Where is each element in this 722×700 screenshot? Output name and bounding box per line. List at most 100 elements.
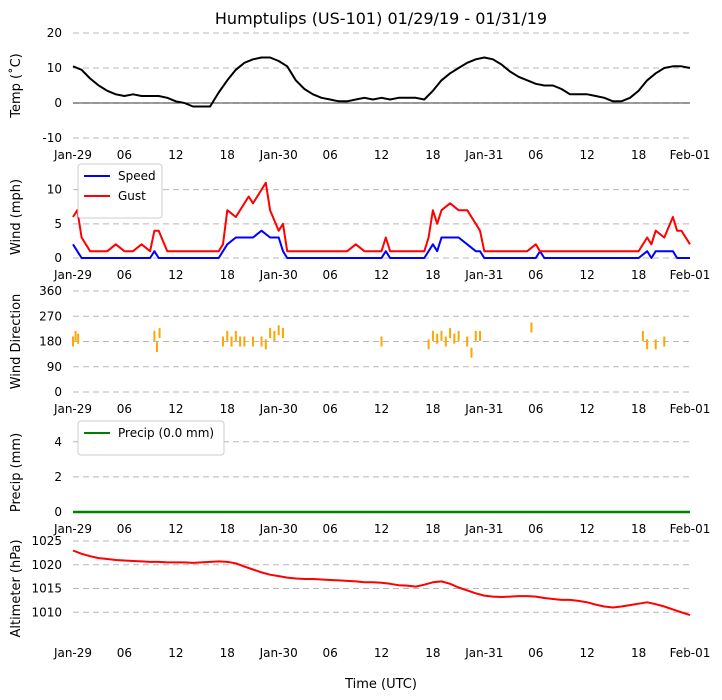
x-tick-label: 18 [425, 522, 440, 536]
data-point [479, 330, 482, 341]
data-point [530, 322, 533, 333]
x-tick-label: Feb-01 [670, 148, 711, 162]
x-tick-label: 06 [528, 646, 543, 660]
data-point [153, 330, 156, 341]
x-tick-label: 18 [220, 148, 235, 162]
x-tick-label: Jan-30 [259, 522, 298, 536]
y-tick-label: 10 [47, 61, 62, 75]
legend-label: Gust [118, 189, 146, 203]
y-tick-label: 10 [47, 183, 62, 197]
x-tick-label: Jan-29 [53, 646, 92, 660]
x-tick-label: 18 [425, 268, 440, 282]
x-tick-label: Jan-31 [464, 148, 503, 162]
x-tick-label: Jan-31 [464, 268, 503, 282]
panel-altimeter: 1010 1015 1020 1025 Altimeter (hPa) Jan-29 06 1… [9, 534, 710, 660]
x-tick-label: 18 [220, 646, 235, 660]
y-tick-label: -10 [42, 131, 62, 145]
data-point [646, 339, 649, 350]
data-point [277, 325, 280, 336]
panel-direction: 0 90 180 270 360 Wind Direction Jan-29 06 12 18 Ja… [9, 284, 710, 416]
y-tick-label: 1010 [31, 605, 62, 619]
x-tick-label: Feb-01 [670, 522, 711, 536]
x-tick-label: 06 [528, 522, 543, 536]
legend-box [77, 420, 225, 456]
y-tick-label: 90 [47, 360, 62, 374]
x-tick-label: Feb-01 [670, 402, 711, 416]
x-tick-label: 06 [322, 402, 337, 416]
x-tick-label: 12 [580, 268, 595, 282]
data-point [221, 336, 224, 347]
y-tick-label: 360 [39, 284, 62, 298]
legend: Speed Gust [77, 163, 163, 219]
x-tick-label: Jan-30 [259, 148, 298, 162]
x-tick-label: 12 [374, 268, 389, 282]
legend-box [77, 163, 163, 219]
legend-label: Precip (0.0 mm) [118, 426, 214, 440]
y-tick-label: 0 [54, 96, 62, 110]
data-point [641, 330, 644, 341]
x-tick-label: 12 [374, 522, 389, 536]
data-point [273, 330, 276, 341]
y-tick-label: 270 [39, 309, 62, 323]
data-point [239, 336, 242, 347]
y-axis-label: Wind (mph) [9, 179, 24, 255]
data-point [77, 333, 80, 344]
x-tick-label: 12 [168, 148, 183, 162]
x-tick-label: 18 [220, 268, 235, 282]
data-point [251, 336, 254, 347]
data-point [466, 336, 469, 347]
data-point [663, 336, 666, 347]
x-tick-label: 18 [631, 402, 646, 416]
x-tick-label: 06 [322, 646, 337, 660]
x-tick-label: 12 [168, 522, 183, 536]
legend-label: Speed [118, 169, 156, 183]
data-point [449, 328, 452, 339]
x-tick-label: 12 [168, 268, 183, 282]
data-point [453, 333, 456, 344]
series-line-speed [72, 229, 690, 259]
data-point [427, 339, 430, 350]
x-tick-label: 12 [374, 646, 389, 660]
x-tick-label: 06 [117, 268, 132, 282]
data-point [230, 336, 233, 347]
x-tick-label: Jan-29 [53, 148, 92, 162]
x-tick-label: Jan-29 [53, 268, 92, 282]
x-tick-label: 18 [631, 268, 646, 282]
y-tick-label: 5 [54, 217, 62, 231]
data-point [281, 328, 284, 339]
y-tick-label: 0 [54, 251, 62, 265]
x-tick-label: 06 [117, 646, 132, 660]
y-axis-label: Altimeter (hPa) [9, 539, 24, 637]
x-tick-label: Jan-30 [259, 646, 298, 660]
x-tick-label: Jan-29 [53, 402, 92, 416]
x-tick-label: 18 [425, 402, 440, 416]
x-tick-label: 12 [580, 402, 595, 416]
data-point [380, 336, 383, 347]
data-point [243, 336, 246, 347]
x-tick-label: 12 [374, 402, 389, 416]
y-tick-label: 0 [54, 505, 62, 519]
x-tick-label: 06 [117, 522, 132, 536]
panel-temp: -10 0 10 20 Temp (˚C) Jan-29 06 12 18 Jan-30 06 12 1… [8, 26, 710, 162]
legend: Precip (0.0 mm) [77, 420, 225, 456]
data-point [234, 330, 237, 341]
x-tick-label: 06 [117, 148, 132, 162]
data-point [654, 339, 657, 350]
series-line-temp [72, 56, 691, 108]
x-tick-label: 12 [580, 148, 595, 162]
data-point [431, 330, 434, 341]
data-point [74, 330, 77, 341]
data-point [440, 330, 443, 341]
x-tick-label: Jan-31 [464, 402, 503, 416]
x-tick-label: 12 [168, 646, 183, 660]
x-tick-label: 18 [220, 402, 235, 416]
y-axis-label: Wind Direction [9, 294, 24, 390]
x-tick-label: 18 [425, 148, 440, 162]
x-tick-label: 18 [220, 522, 235, 536]
x-tick-label: 18 [425, 646, 440, 660]
x-tick-label: Jan-31 [464, 646, 503, 660]
data-point [260, 336, 263, 347]
x-tick-label: Jan-30 [259, 402, 298, 416]
x-tick-label: Jan-31 [464, 522, 503, 536]
